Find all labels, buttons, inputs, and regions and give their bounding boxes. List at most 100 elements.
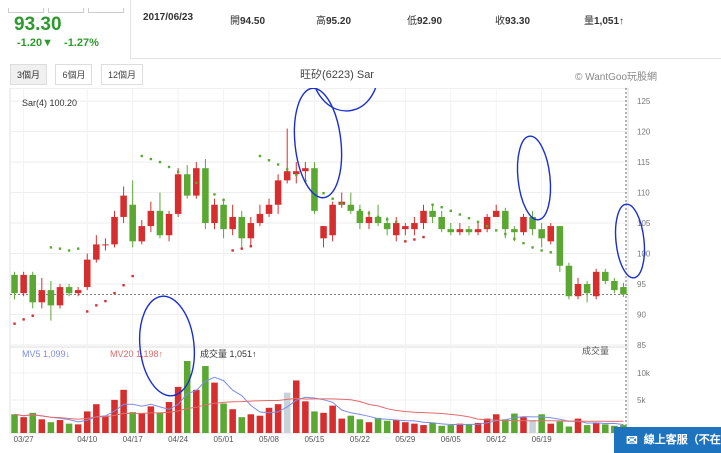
mv20-legend: MV20 1,198↑ <box>110 349 163 359</box>
sar-dot <box>222 198 225 202</box>
sar-dot <box>67 249 71 252</box>
sar-dot <box>367 212 371 215</box>
candle-body <box>365 216 373 224</box>
candle-body <box>11 274 18 294</box>
volume-bar <box>111 399 118 433</box>
candle-body <box>456 229 464 233</box>
volume-bar <box>93 404 100 433</box>
candle-body <box>165 213 173 236</box>
candle-body <box>293 171 300 175</box>
tab-3-months[interactable]: 3個月 <box>10 64 48 85</box>
volume-bar <box>293 380 300 433</box>
candle-body <box>247 223 255 239</box>
price-tick-label: 120 <box>637 128 651 137</box>
volume-bar <box>438 425 445 433</box>
candle-body <box>474 229 482 233</box>
candle-body <box>302 168 309 172</box>
volume-bar <box>565 426 573 433</box>
candle-body <box>511 229 518 233</box>
sar-dot <box>513 237 516 241</box>
candle-body <box>529 216 536 230</box>
candle-body <box>311 168 318 211</box>
sar-dot <box>49 246 53 249</box>
sar-dot <box>267 159 271 162</box>
price-tick-label: 115 <box>637 158 650 167</box>
sar-dot <box>22 318 25 321</box>
volume-bar <box>356 419 364 433</box>
live-chat-button[interactable]: ✉ 線上客服（不在線） <box>614 427 721 453</box>
sar-dot <box>104 299 107 303</box>
sar-dot <box>231 249 234 252</box>
sar-dot <box>349 205 353 209</box>
candle-body <box>356 210 364 224</box>
volume-bar <box>502 419 509 433</box>
sar-dot <box>240 247 243 250</box>
candle-body <box>547 226 555 242</box>
sar-dot <box>295 173 298 177</box>
candle-body <box>392 223 400 236</box>
candle-body <box>402 226 409 230</box>
sar-dot <box>158 160 162 164</box>
volume-bar <box>320 412 327 433</box>
sar-dot <box>531 246 534 249</box>
candle-body <box>74 290 82 294</box>
candle-body <box>465 229 473 233</box>
volume-legend: 成交量 1,051↑ <box>200 348 257 359</box>
volume-bar <box>429 422 436 433</box>
volume-bar <box>329 405 336 433</box>
ohlc-bar: 2017/06/23 開94.50 高95.20 低92.90 收93.30 量… <box>130 0 721 59</box>
volume-bar <box>56 420 64 433</box>
price-change: -1.20▼ -1.27% <box>17 37 99 49</box>
sar-dot <box>440 205 443 209</box>
range-tabs: 3個月 6個月 12個月 <box>10 64 147 85</box>
candle-body <box>102 244 109 246</box>
sar-dot <box>449 209 452 213</box>
sar-dot <box>549 251 552 254</box>
current-price: 93.30 <box>14 14 62 35</box>
volume-bar <box>474 422 482 433</box>
candle-body <box>265 204 273 214</box>
sar-dot <box>404 240 407 243</box>
volume-bar <box>74 424 82 433</box>
volume-bar <box>211 382 218 433</box>
sar-dot <box>204 187 207 191</box>
candle-body <box>83 259 91 288</box>
sar-dot <box>467 216 471 220</box>
volume-bar <box>102 415 109 433</box>
change-value: -1.20▼ <box>17 37 53 49</box>
sar-dot <box>58 247 62 250</box>
volume-bar <box>538 414 545 433</box>
candle-body <box>183 174 191 196</box>
price-tick-label: 110 <box>637 189 650 198</box>
tab-12-months[interactable]: 12個月 <box>100 64 143 85</box>
candle-body <box>592 271 600 297</box>
annotation-circle <box>138 295 196 397</box>
sar-dot <box>276 163 280 166</box>
sar-dot <box>313 186 316 189</box>
candle-body <box>556 226 564 266</box>
volume-bar <box>520 417 527 433</box>
volume-bar <box>556 421 564 433</box>
volume-bar <box>492 414 500 433</box>
sar-dot <box>340 202 343 205</box>
ohlc-low: 低92.90 <box>407 16 443 27</box>
volume-bar <box>583 425 591 433</box>
candle-body <box>65 287 73 294</box>
volume-bar <box>311 411 318 433</box>
sar-dot <box>31 314 34 317</box>
price-tick-label: 125 <box>637 97 651 106</box>
candle-body <box>520 216 527 233</box>
volume-bar <box>202 366 209 433</box>
ohlc-volume: 量1,051↑ <box>584 16 625 27</box>
sar-dot <box>122 284 125 287</box>
volume-bar <box>592 422 600 433</box>
volume-bar <box>238 417 246 433</box>
sar-dot <box>140 154 143 158</box>
volume-bar <box>447 425 455 433</box>
date-tick-label: 04/24 <box>168 435 189 444</box>
tab-6-months[interactable]: 6個月 <box>55 64 93 85</box>
sar-dot <box>258 154 262 158</box>
volume-bar <box>547 423 555 433</box>
annotation-circle <box>311 88 379 112</box>
